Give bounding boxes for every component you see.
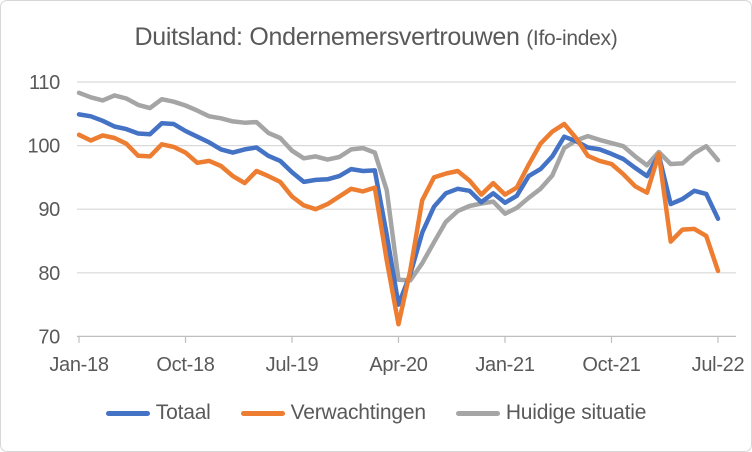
- legend-swatch-totaal: [105, 410, 150, 416]
- y-tick-label: 100: [28, 136, 61, 158]
- legend: Totaal Verwachtingen Huidige situatie: [1, 401, 751, 425]
- series-line-verwachtingen: [76, 121, 721, 327]
- series-line-totaal: [76, 112, 721, 307]
- chart-title: Duitsland: Ondernemersvertrouwen (Ifo-in…: [1, 23, 751, 52]
- y-tick-label: 90: [38, 199, 60, 221]
- legend-item-verwachtingen: Verwachtingen: [240, 401, 426, 425]
- legend-swatch-huidige-situatie: [455, 410, 500, 416]
- legend-label-totaal: Totaal: [155, 401, 211, 424]
- y-tick-label: 80: [38, 263, 60, 285]
- legend-item-huidige-situatie: Huidige situatie: [455, 401, 647, 425]
- x-tick-label: Jan-21: [475, 354, 535, 376]
- y-tick-label: 70: [38, 326, 60, 348]
- legend-label-verwachtingen: Verwachtingen: [290, 401, 426, 424]
- x-tick-label: Apr-20: [369, 354, 427, 376]
- x-tick-label: Oct-21: [582, 354, 640, 376]
- legend-label-huidige-situatie: Huidige situatie: [505, 401, 647, 424]
- x-tick-label: Jul-19: [266, 354, 319, 376]
- chart-title-main: Duitsland: Ondernemersvertrouwen: [134, 23, 520, 51]
- y-tick-label: 110: [29, 72, 60, 94]
- chart-title-suffix: (Ifo-index): [526, 27, 618, 50]
- series-line-huidige-situatie: [76, 90, 721, 283]
- x-tick-label: Jul-22: [692, 354, 745, 376]
- x-tick-label: Jan-18: [49, 354, 109, 376]
- legend-item-totaal: Totaal: [105, 401, 211, 425]
- legend-swatch-verwachtingen: [240, 410, 285, 416]
- x-tick-label: Oct-18: [156, 354, 214, 376]
